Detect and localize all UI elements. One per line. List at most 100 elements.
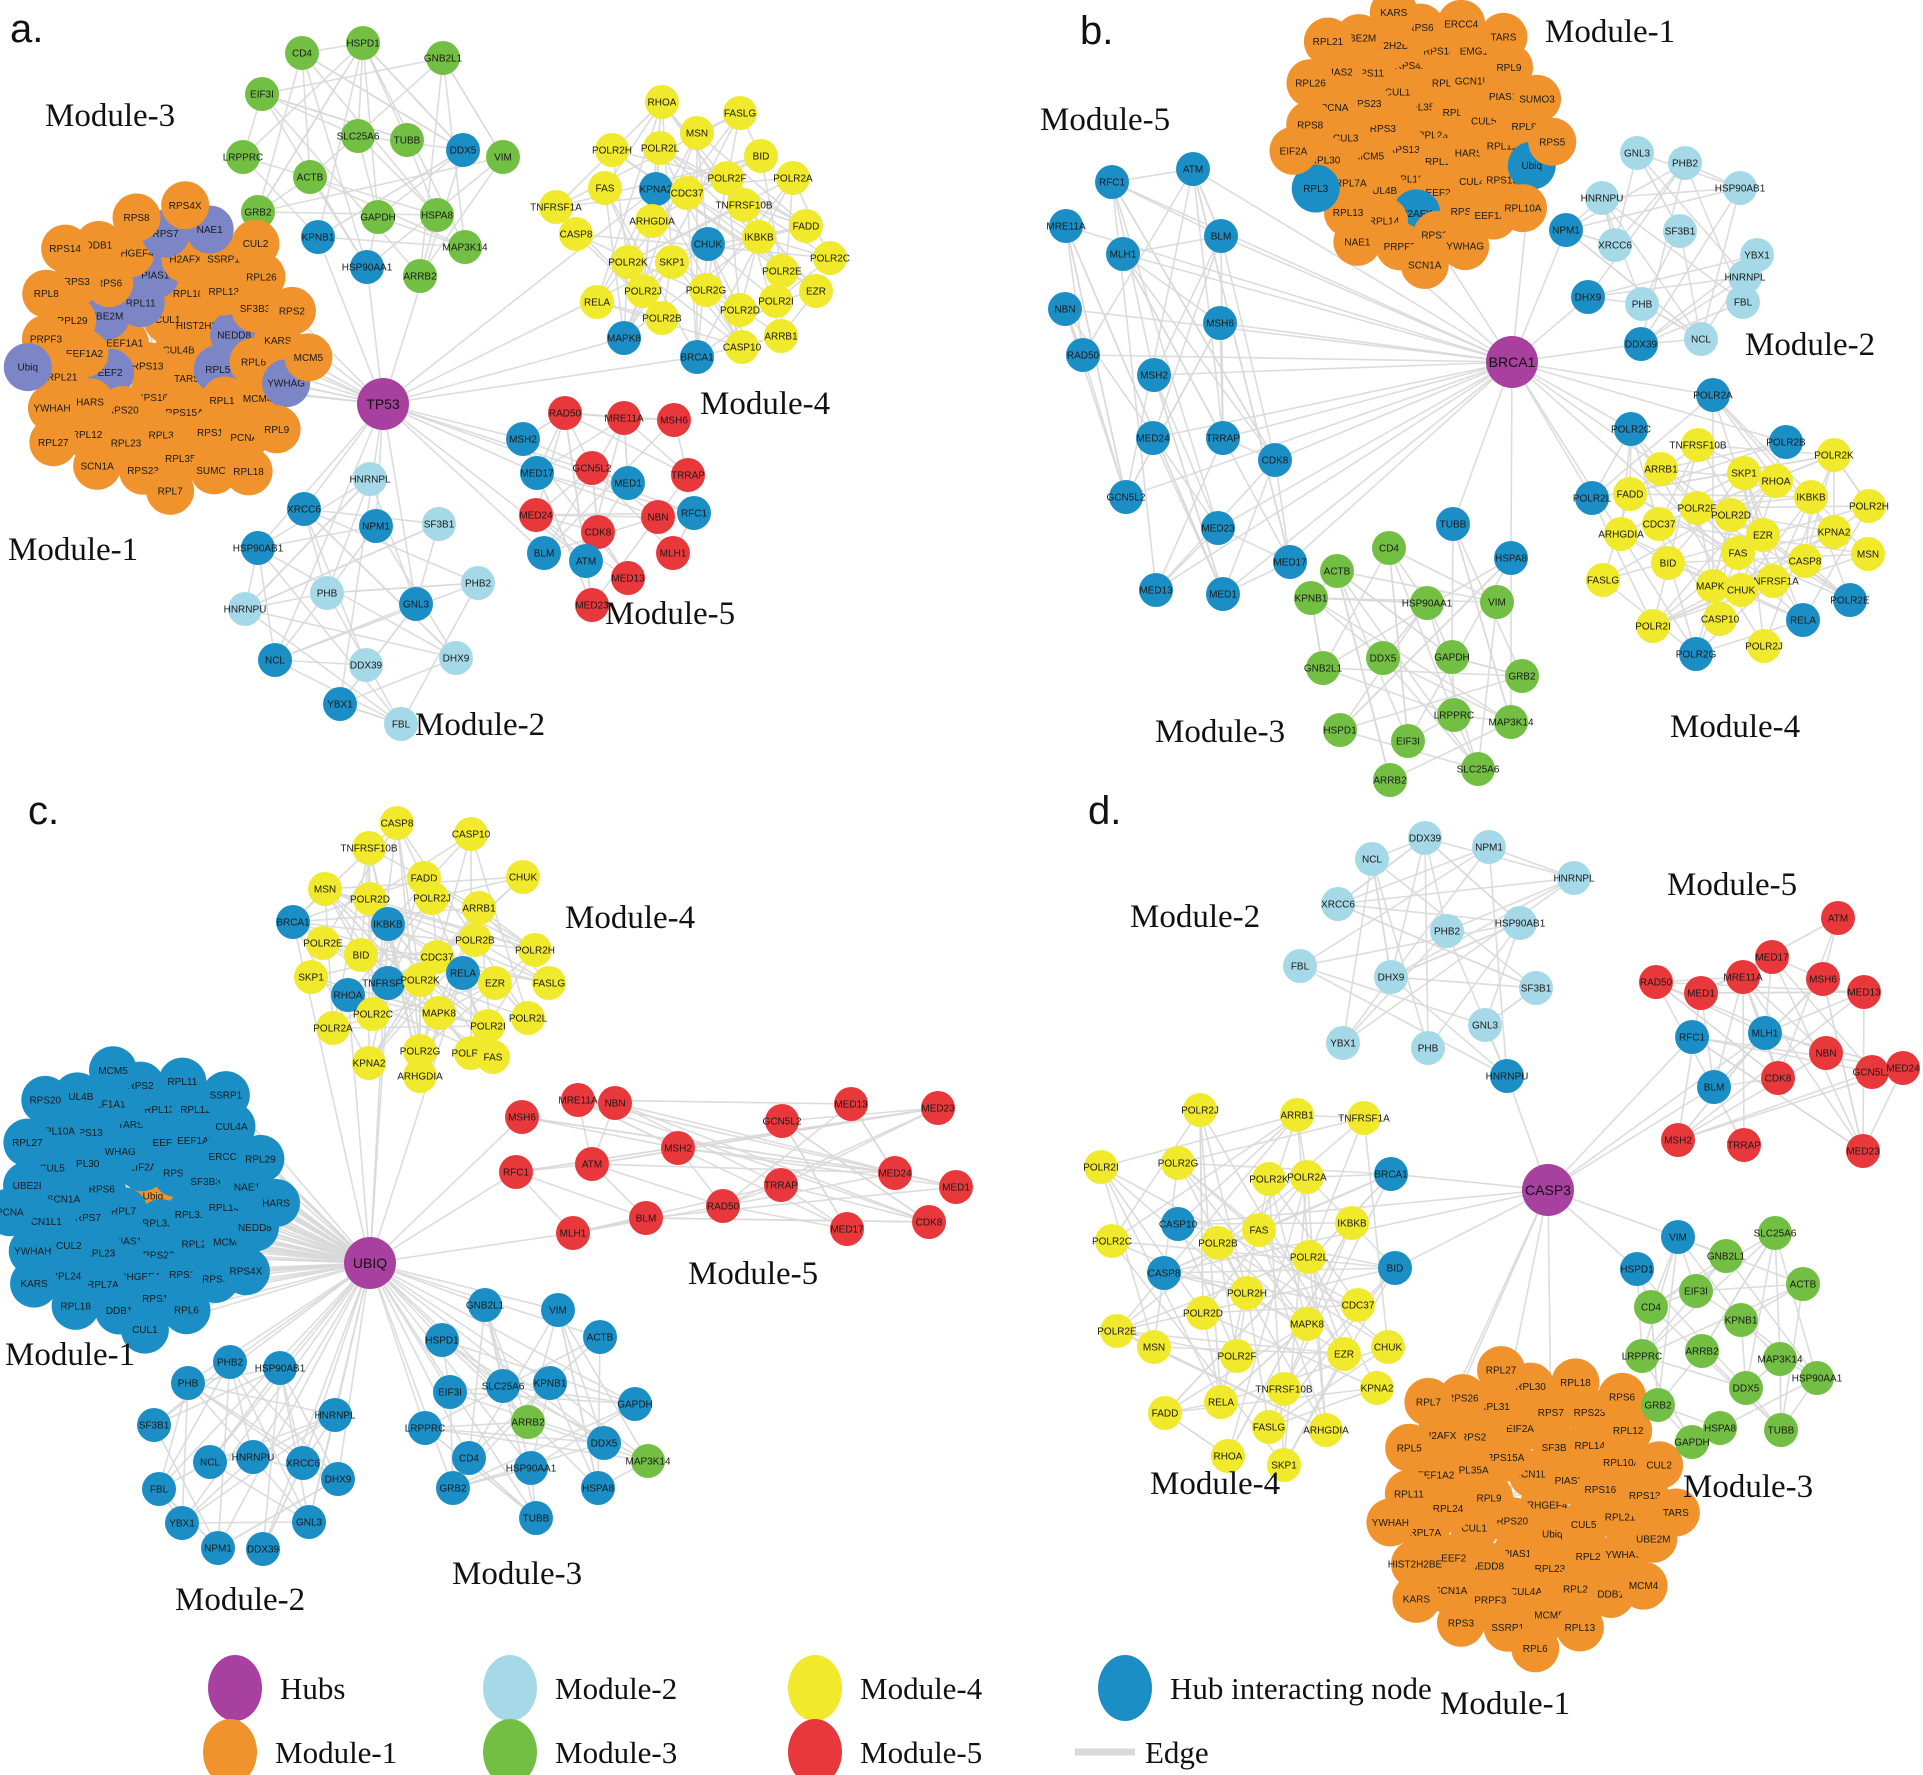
svg-text:RPS6: RPS6 [1609, 1392, 1636, 1403]
node-polr2l: POLR2L [1573, 481, 1612, 515]
svg-text:CDC37: CDC37 [671, 189, 704, 200]
node-arrb2: ARRB2 [511, 1405, 545, 1439]
svg-text:RPL23: RPL23 [85, 1248, 116, 1259]
legend-swatch-module2 [483, 1655, 537, 1721]
node-hars: HARS [251, 1178, 300, 1227]
node-med13: MED13 [1139, 573, 1173, 607]
node-tnfrsf10b: TNFRSF10B [1669, 428, 1727, 462]
svg-text:YBX1: YBX1 [1330, 1039, 1356, 1050]
node-fbl: FBL [142, 1472, 176, 1506]
svg-text:GCN1L1: GCN1L1 [23, 1217, 62, 1228]
svg-text:RPL27: RPL27 [12, 1138, 43, 1149]
svg-text:RPL13: RPL13 [1565, 1623, 1596, 1634]
module-label-c-module-2: Module-2 [175, 1582, 305, 1618]
svg-text:BRCA1: BRCA1 [1489, 354, 1536, 370]
node-gapdh: GAPDH [1434, 640, 1470, 674]
svg-text:POLR2I: POLR2I [1083, 1163, 1119, 1174]
node-ncl: NCL [258, 643, 292, 677]
svg-text:RAD50: RAD50 [1640, 978, 1673, 989]
svg-text:RPS11: RPS11 [142, 1294, 173, 1305]
node-npm1: NPM1 [201, 1531, 235, 1565]
node-polr2h: POLR2H [592, 133, 632, 167]
node-ddx5: DDX5 [587, 1426, 621, 1460]
svg-text:MED17: MED17 [830, 1225, 864, 1236]
svg-text:RPL3: RPL3 [149, 430, 174, 441]
svg-text:PIAS1: PIAS1 [1489, 92, 1518, 103]
node-med24: MED24 [878, 1156, 912, 1190]
svg-text:SCN1A: SCN1A [80, 461, 114, 472]
node-ddx39: DDX39 [1624, 327, 1658, 361]
svg-text:CUL2: CUL2 [1646, 1461, 1672, 1472]
module-label-b-module-5: Module-5 [1040, 102, 1170, 138]
svg-text:RPL26: RPL26 [1295, 79, 1326, 90]
svg-text:CD4: CD4 [1641, 1303, 1661, 1314]
node-skp1: SKP1 [1727, 456, 1761, 490]
svg-text:MRE11A: MRE11A [604, 414, 644, 425]
svg-text:POLR2D: POLR2D [350, 895, 390, 906]
legend-item-module-3: Module-3 [483, 1719, 677, 1775]
node-mcm4: MCM4 [1619, 1561, 1668, 1610]
node-casp10: CASP10 [452, 817, 491, 851]
svg-text:SF3B1: SF3B1 [424, 520, 455, 531]
node-vim: VIM [486, 140, 520, 174]
node-dhx9: DHX9 [1374, 960, 1408, 994]
module-label-b-module-3: Module-3 [1155, 714, 1285, 750]
svg-text:MSH6: MSH6 [508, 1113, 536, 1124]
node-arrb1: ARRB1 [764, 319, 798, 353]
node-casp10: CASP10 [1701, 602, 1740, 636]
svg-text:RPS15A: RPS15A [165, 408, 204, 419]
svg-text:PCNA: PCNA [0, 1208, 24, 1219]
svg-text:IKBKB: IKBKB [373, 920, 403, 931]
node-blm: BLM [527, 536, 561, 570]
node-chuk: CHUK [1724, 573, 1758, 607]
node-casp10: CASP10 [723, 330, 762, 364]
svg-text:RPL23: RPL23 [1417, 131, 1448, 142]
svg-text:DDX5: DDX5 [1733, 1384, 1760, 1395]
svg-text:MED13: MED13 [1139, 586, 1173, 597]
svg-text:MAPK8: MAPK8 [607, 334, 641, 345]
node-sf3b1: SF3B1 [422, 507, 456, 541]
node-hsp90aa1: HSP90AA1 [1402, 586, 1453, 620]
svg-text:SLC25A6: SLC25A6 [1754, 1229, 1797, 1240]
svg-text:FAS: FAS [1250, 1226, 1269, 1237]
svg-text:YWHAG: YWHAG [1446, 242, 1484, 253]
svg-text:KPNA2: KPNA2 [640, 185, 673, 196]
svg-text:MED13: MED13 [834, 1100, 868, 1111]
node-rps4x: RPS4X [161, 181, 210, 230]
svg-text:CASP3: CASP3 [1525, 1182, 1571, 1198]
node-fbl: FBL [1283, 949, 1317, 983]
svg-text:RPL26: RPL26 [246, 272, 277, 283]
node-rhoa: RHOA [331, 978, 365, 1012]
svg-text:CUL4A: CUL4A [215, 1122, 248, 1133]
svg-text:RPS7: RPS7 [1538, 1408, 1565, 1419]
svg-text:YWHAH: YWHAH [1372, 1518, 1409, 1529]
svg-text:BLM: BLM [1211, 232, 1232, 243]
svg-text:RELA: RELA [1208, 1398, 1234, 1409]
node-rhoa: RHOA [1759, 464, 1793, 498]
svg-text:Module-3: Module-3 [555, 1735, 677, 1770]
svg-text:IKBKB: IKBKB [1337, 1219, 1367, 1230]
svg-text:LRPPRC: LRPPRC [1434, 711, 1475, 722]
node-med17: MED17 [1273, 545, 1307, 579]
svg-text:MED24: MED24 [1886, 1064, 1920, 1075]
svg-text:TNFRSF10B: TNFRSF10B [340, 844, 398, 855]
svg-text:CDK8: CDK8 [1262, 456, 1289, 467]
node-rpl29: RPL29 [236, 1134, 285, 1183]
svg-text:POLR2C: POLR2C [810, 254, 850, 265]
svg-text:POLR2H: POLR2H [1849, 502, 1889, 513]
svg-text:RPL11: RPL11 [126, 299, 156, 310]
svg-text:POLR2F: POLR2F [708, 174, 747, 185]
node-polr2l: POLR2L [641, 131, 680, 165]
svg-text:TNFRSF10B: TNFRSF10B [715, 201, 773, 212]
node-hspd1: HSPD1 [1620, 1252, 1654, 1286]
svg-text:MED17: MED17 [520, 469, 554, 480]
node-gnb2l1: GNB2L1 [1707, 1239, 1746, 1273]
svg-text:SF3B3: SF3B3 [190, 1177, 221, 1188]
node-xrcc6: XRCC6 [1321, 887, 1355, 921]
node-med23: MED23 [575, 588, 609, 622]
node-grb2: GRB2 [436, 1471, 470, 1505]
node-rfc1: RFC1 [1675, 1020, 1709, 1054]
svg-text:PHB: PHB [178, 1379, 199, 1390]
svg-text:MSH6: MSH6 [660, 416, 688, 427]
node-nbn: NBN [598, 1086, 632, 1120]
